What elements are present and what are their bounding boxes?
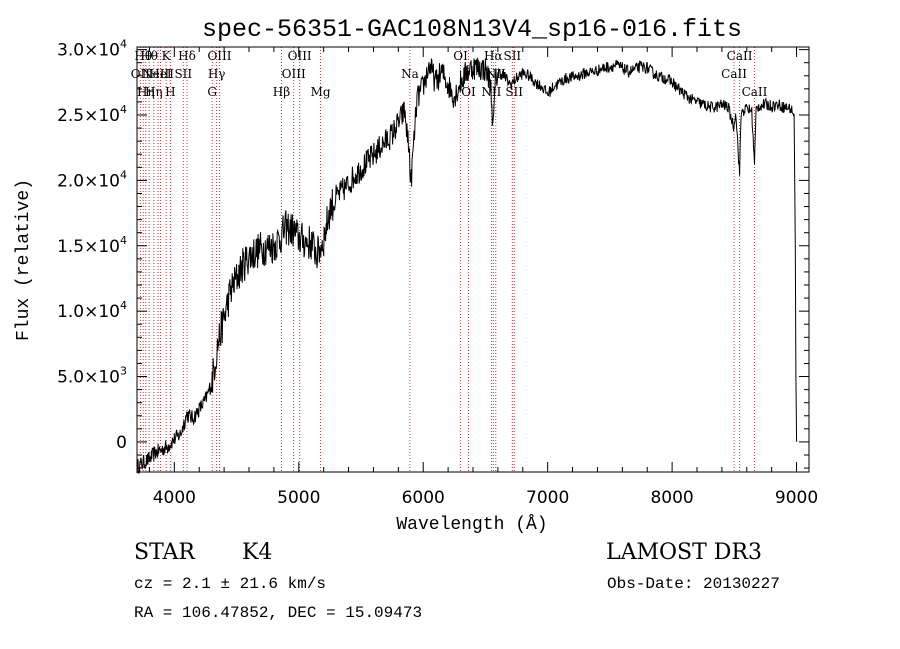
y-tick-label: 3.0×104	[57, 38, 127, 61]
y-tick-label: 5.0×103	[57, 365, 127, 388]
line-label: OIII	[282, 67, 306, 81]
line-label: SII	[174, 67, 192, 81]
line-label: Hθ	[134, 49, 152, 63]
line-label: HeI	[149, 67, 172, 81]
y-tick-label: 0	[116, 433, 127, 453]
y-tick-label: 1.5×104	[57, 234, 127, 257]
line-label: CaII	[727, 49, 753, 63]
line-label: OI	[453, 49, 468, 63]
coordinates: RA = 106.47852, DEC = 15.09473	[134, 604, 423, 622]
x-tick-label: 7000	[526, 488, 569, 508]
y-tick-label: 2.5×104	[57, 103, 127, 126]
y-tick-label: 2.0×104	[57, 168, 127, 191]
line-label: Hβ	[273, 85, 290, 99]
survey-name: LAMOST DR3	[606, 540, 762, 565]
line-label: Hη	[145, 85, 163, 99]
line-label: Hγ	[208, 67, 226, 81]
line-label: G	[207, 85, 217, 99]
line-label: Na	[401, 67, 419, 81]
line-label: Hα	[484, 49, 503, 63]
line-label: OI	[461, 85, 476, 99]
line-label: SII	[503, 49, 521, 63]
line-label: OIII	[288, 49, 312, 63]
spectrum-line	[136, 57, 798, 474]
object-type: STAR	[134, 540, 195, 565]
y-tick-label: 1.0×104	[57, 299, 127, 322]
axes: 4000 5000 6000 7000 8000 9000 0 5.0×103 1.0×104 1…	[57, 38, 818, 508]
spectral-subclass: K4	[242, 540, 273, 565]
x-axis-label: Wavelength (Å)	[396, 514, 547, 535]
line-label: SII	[505, 85, 523, 99]
line-label: OIII	[207, 49, 231, 63]
line-label: OII	[131, 67, 151, 81]
chart-title: spec-56351-GAC108N13V4_sp16-016.fits	[202, 15, 742, 44]
x-tick-label: 4000	[153, 488, 196, 508]
y-axis-label: Flux (relative)	[14, 179, 34, 341]
line-label: NeIII	[142, 67, 174, 81]
plot-frame	[136, 46, 810, 473]
line-label: Hδ	[178, 49, 196, 63]
obs-date: Obs-Date: 20130227	[607, 575, 780, 593]
spectrum-series	[136, 57, 798, 474]
spectral-line-labels: OIIHθHηHθHηNeIIIHeIKHSIIHδGHγOIIIHβOIIIO…	[131, 49, 768, 99]
x-tick-label: 9000	[775, 488, 818, 508]
line-label: H	[165, 85, 175, 99]
line-label: Mg	[311, 85, 331, 99]
x-tick-label: 8000	[650, 488, 693, 508]
line-label: Hθ	[140, 49, 158, 63]
spectral-line-markers	[139, 47, 755, 472]
line-label: K	[162, 49, 172, 63]
x-tick-label: 6000	[402, 488, 445, 508]
line-label: CaII	[721, 67, 747, 81]
x-tick-label: 5000	[277, 488, 320, 508]
line-label: CaII	[742, 85, 768, 99]
redshift-info: cz = 2.1 ± 21.6 km/s	[134, 575, 327, 593]
